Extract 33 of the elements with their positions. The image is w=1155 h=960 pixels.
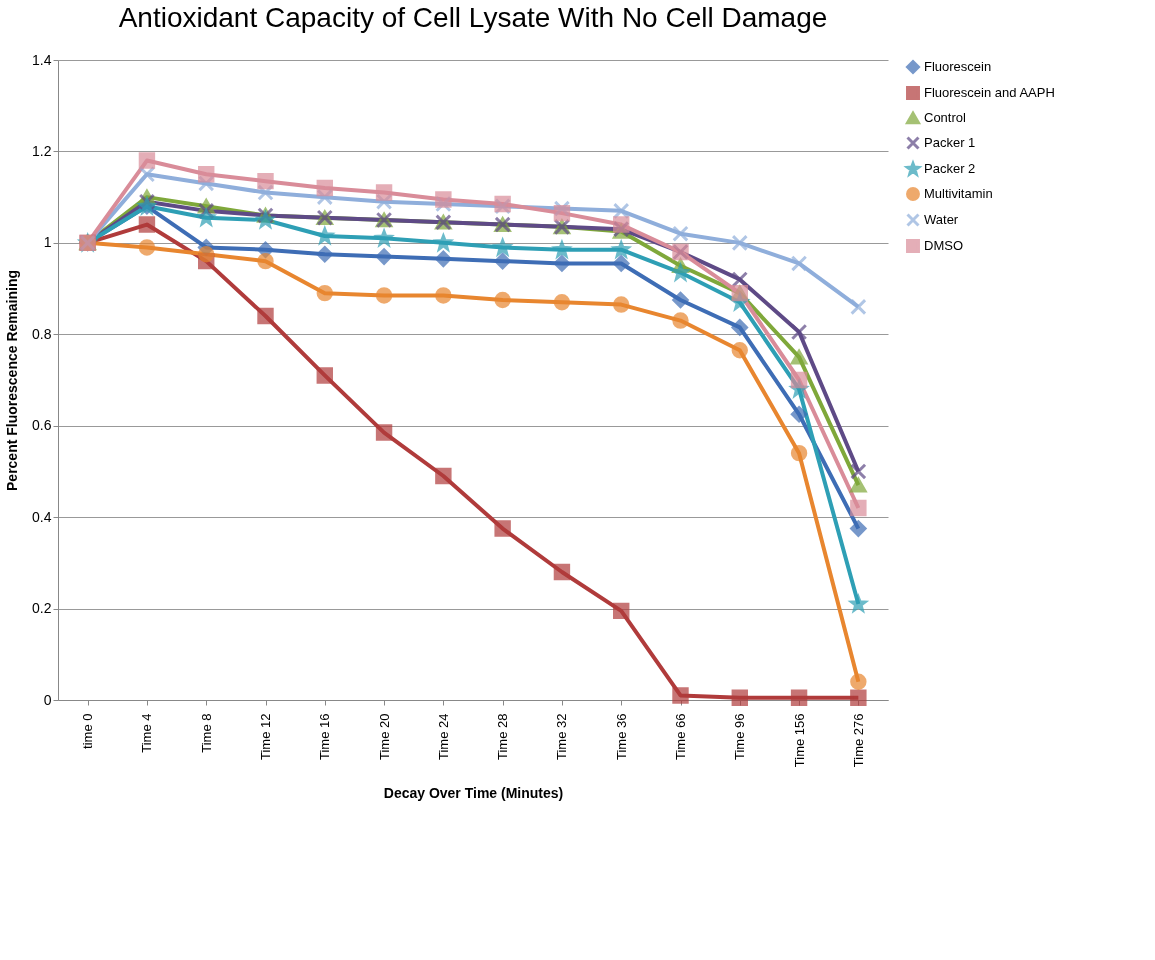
- x-tick-label: Time 24: [435, 713, 451, 760]
- x-tick-label: Time 8: [198, 713, 214, 753]
- x-tick-label: Time 156: [791, 713, 807, 768]
- y-tick-label: 1.2: [32, 142, 52, 159]
- y-tick-label: 1: [43, 234, 52, 251]
- y-tick-label: 0: [43, 691, 52, 708]
- x-tick-label: Time 28: [495, 713, 511, 760]
- legend-label: Control: [924, 110, 967, 125]
- y-tick-label: 1.4: [32, 51, 52, 68]
- legend-label: Water: [924, 212, 959, 227]
- chart-title: Antioxidant Capacity of Cell Lysate With No Cell Damage: [118, 2, 828, 33]
- x-tick-label: time 0: [80, 713, 96, 749]
- y-tick-label: 0.2: [32, 600, 52, 617]
- x-tick-label: Time 16: [317, 713, 333, 760]
- y-tick-label: 0.6: [32, 417, 52, 434]
- x-tick-label: Time 96: [732, 713, 748, 760]
- y-tick-label: 0.8: [32, 325, 52, 342]
- legend-label: DMSO: [924, 238, 963, 253]
- legend-label: Packer 1: [924, 135, 976, 150]
- legend-label: Multivitamin: [924, 186, 993, 201]
- x-tick-label: Time 20: [376, 713, 392, 760]
- legend-label: Fluorescein: [924, 59, 992, 74]
- legend-label: Fluorescein and AAPH: [924, 85, 1055, 100]
- legend-label: Packer 2: [924, 161, 976, 176]
- x-tick-label: Time 36: [613, 713, 629, 760]
- x-tick-label: Time 4: [139, 713, 155, 753]
- x-tick-label: Time 276: [850, 713, 866, 768]
- y-axis-title: Percent Fluorescence Remaining: [4, 270, 21, 491]
- x-tick-label: Time 32: [554, 713, 570, 760]
- x-tick-label: Time 12: [258, 713, 273, 760]
- x-tick-label: Time 66: [673, 713, 688, 760]
- x-axis-title: Decay Over Time (Minutes): [383, 785, 564, 802]
- y-tick-label: 0.4: [32, 508, 52, 525]
